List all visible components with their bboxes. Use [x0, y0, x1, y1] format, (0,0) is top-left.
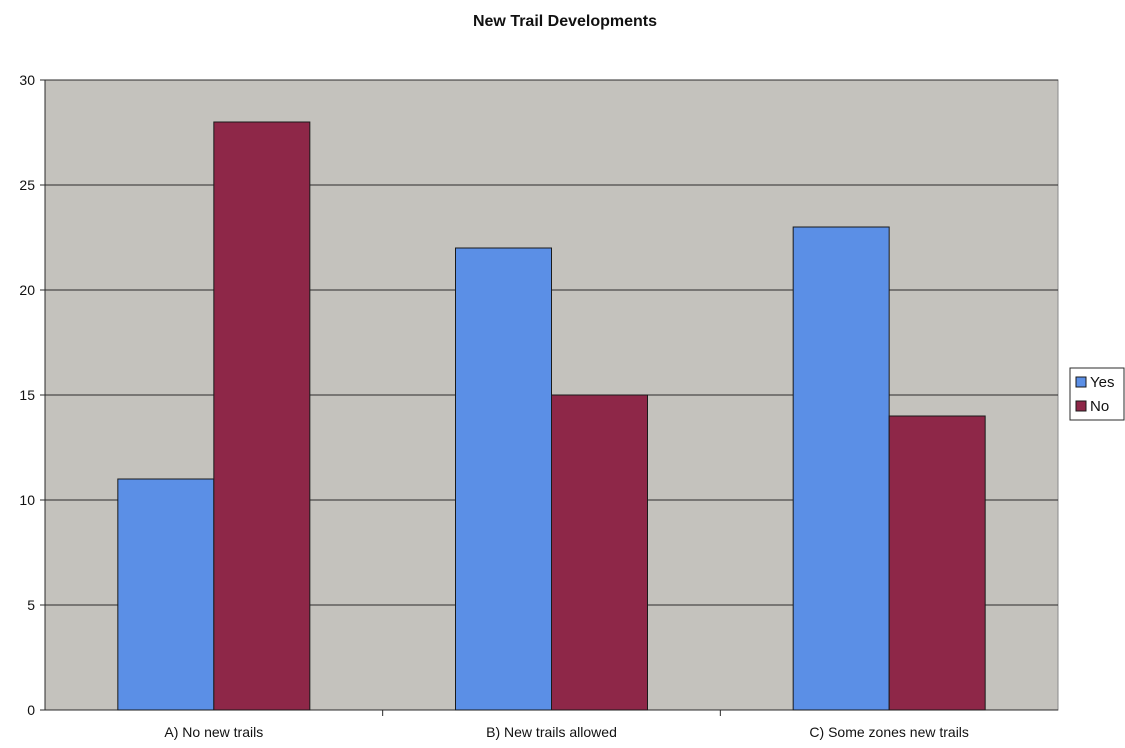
chart-title: New Trail Developments [473, 13, 657, 30]
legend: Yes No [1069, 367, 1125, 421]
bar-yes [792, 226, 890, 711]
y-tick-label: 15 [19, 387, 35, 403]
bar-no [551, 394, 648, 711]
y-tick-label: 30 [19, 72, 35, 88]
bar-yes [455, 247, 552, 711]
plot-area: 0 5 10 15 20 25 30 A) No new trails B) New trail… [19, 72, 1059, 740]
legend-swatch-yes [1075, 376, 1087, 388]
x-tick-label: A) No new trails [164, 724, 263, 740]
y-tick-label: 25 [19, 177, 35, 193]
legend-label-no: No [1090, 398, 1109, 415]
bar-no [888, 415, 986, 711]
legend-label-yes: Yes [1090, 374, 1114, 391]
y-tick-label: 0 [27, 702, 35, 718]
legend-swatch-no [1075, 400, 1087, 412]
bar-yes [117, 478, 215, 711]
y-tick-label: 20 [19, 282, 35, 298]
x-tick-label: B) New trails allowed [486, 724, 617, 740]
x-tick-label: C) Some zones new trails [809, 724, 969, 740]
bar-no [213, 121, 311, 711]
y-tick-label: 5 [27, 597, 35, 613]
y-tick-label: 10 [19, 492, 35, 508]
